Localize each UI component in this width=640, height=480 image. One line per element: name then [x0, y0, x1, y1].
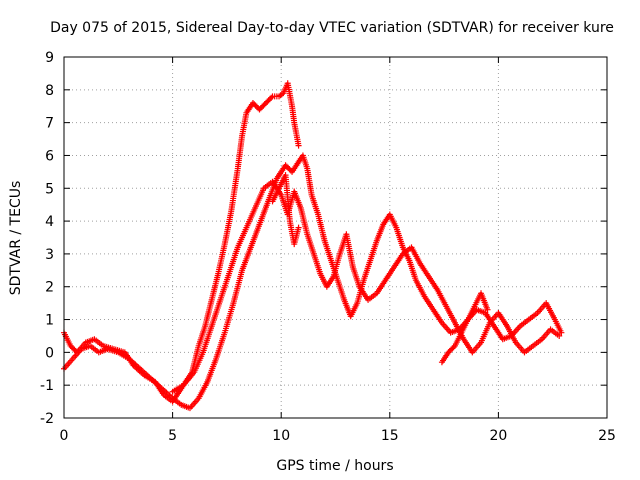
y-tick-label: 4	[45, 214, 54, 230]
x-tick-label: 15	[381, 428, 399, 444]
data-point-fill	[251, 101, 258, 108]
data-point	[249, 99, 256, 106]
series-sdtvar-e	[269, 172, 302, 248]
x-tick-label: 25	[598, 428, 616, 444]
y-axis-label: SDTVAR / TECUs	[8, 181, 24, 296]
tick-labels: 0 5 10 15 20 25 -2 -1 0 1 2 3 4 5 6 7 8 9	[40, 50, 616, 444]
plot-frame	[63, 56, 608, 419]
data-point-fill	[253, 103, 260, 110]
y-tick-label: 5	[45, 181, 54, 197]
chart-title: Day 075 of 2015, Sidereal Day-to-day VTE…	[50, 20, 614, 36]
x-tick-label: 5	[168, 428, 177, 444]
data-point	[484, 306, 491, 313]
data-point	[295, 224, 302, 231]
data-point-fill	[268, 94, 275, 101]
data-point	[282, 162, 289, 169]
data-point-fill	[450, 344, 457, 351]
data-point-fill	[286, 166, 293, 173]
data-point-fill	[260, 102, 267, 109]
data-point-fill	[71, 346, 78, 353]
y-tick-label: 8	[45, 83, 54, 99]
grid	[64, 57, 607, 418]
data-point	[556, 332, 563, 339]
y-tick-label: -1	[40, 378, 54, 394]
data-point-fill	[264, 98, 271, 105]
data-point-fill	[261, 101, 268, 108]
y-tick-label: 2	[45, 280, 54, 296]
data-point	[262, 99, 269, 106]
series-sdtvar-d	[438, 290, 491, 366]
data-point-fill	[449, 345, 456, 352]
axis-ticks	[63, 56, 608, 419]
y-tick-label: 6	[45, 148, 54, 164]
data-point-fill	[446, 348, 453, 355]
data-point-fill	[259, 103, 266, 110]
data-point-fill	[68, 344, 75, 351]
data-point-fill	[70, 345, 77, 352]
y-tick-label: 3	[45, 247, 54, 263]
data-point-fill	[265, 97, 272, 104]
data-markers	[61, 80, 565, 412]
data-point	[295, 142, 302, 149]
data-point	[558, 329, 565, 336]
x-axis-label: GPS time / hours	[276, 458, 393, 474]
data-point-fill	[257, 105, 264, 112]
y-tick-label: 9	[45, 50, 54, 66]
series-sdtvar-b	[61, 152, 565, 412]
y-tick-label: 7	[45, 116, 54, 132]
x-tick-label: 10	[272, 428, 290, 444]
x-tick-label: 0	[60, 428, 69, 444]
data-point	[256, 106, 263, 113]
data-point-fill	[266, 96, 273, 103]
data-point	[445, 349, 452, 356]
y-tick-label: 1	[45, 313, 54, 329]
data-point-fill	[285, 164, 292, 171]
x-tick-label: 20	[489, 428, 507, 444]
y-tick-label: -2	[40, 411, 54, 427]
series-sdtvar-a	[61, 80, 302, 405]
series-sdtvar-c	[169, 178, 563, 395]
data-point-fill	[252, 102, 259, 109]
data-point	[67, 342, 74, 349]
data-point-fill	[448, 346, 455, 353]
data-point-fill	[283, 163, 290, 170]
y-tick-label: 0	[45, 345, 54, 361]
